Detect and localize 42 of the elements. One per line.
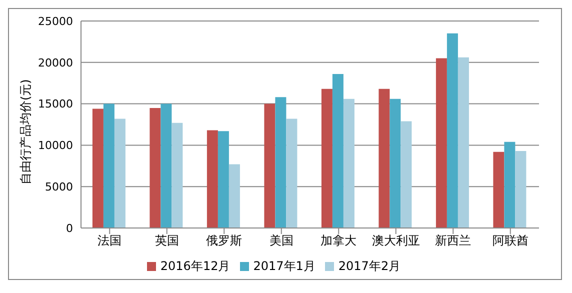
x-tick-label: 阿联酋 (492, 234, 528, 248)
bar (446, 33, 458, 228)
y-tick-label: 10000 (38, 139, 73, 152)
bar (172, 122, 183, 228)
bar (515, 150, 526, 228)
bar (114, 118, 126, 228)
y-tick-label: 20000 (38, 56, 73, 70)
x-tick-label: 法国 (98, 234, 122, 248)
bar (275, 97, 286, 228)
bar (458, 57, 469, 228)
bar (264, 104, 276, 228)
x-tick-label: 俄罗斯 (206, 234, 242, 248)
legend-label: 2016年12月 (160, 259, 230, 273)
bar (92, 108, 104, 228)
bar (343, 98, 354, 228)
bar (286, 118, 298, 228)
x-tick-label: 新西兰 (435, 234, 472, 248)
bar (150, 108, 161, 228)
legend-label: 2017年2月 (338, 259, 401, 273)
bar (493, 152, 504, 228)
y-tick-label: 15000 (38, 98, 73, 111)
y-tick-label: 5000 (45, 180, 73, 194)
bar (206, 130, 218, 228)
legend-label: 2017年1月 (253, 259, 316, 273)
bar (390, 98, 401, 228)
bar (378, 88, 390, 228)
bar (332, 74, 344, 228)
bar (160, 104, 172, 228)
y-tick-label: 25000 (38, 14, 73, 28)
x-tick-label: 英国 (154, 234, 179, 248)
x-tick-label: 澳大利亚 (372, 234, 420, 248)
bar (218, 131, 229, 228)
y-axis-title: 自由行产品均价(元) (18, 79, 32, 184)
x-tick-label: 美国 (269, 234, 294, 248)
x-tick-label: 加拿大 (320, 234, 357, 248)
bar (321, 88, 332, 228)
bar (400, 121, 412, 228)
bar (436, 58, 447, 228)
bar (228, 164, 240, 228)
bar (504, 142, 516, 228)
bar (103, 104, 114, 228)
y-tick-label: 0 (66, 222, 73, 235)
